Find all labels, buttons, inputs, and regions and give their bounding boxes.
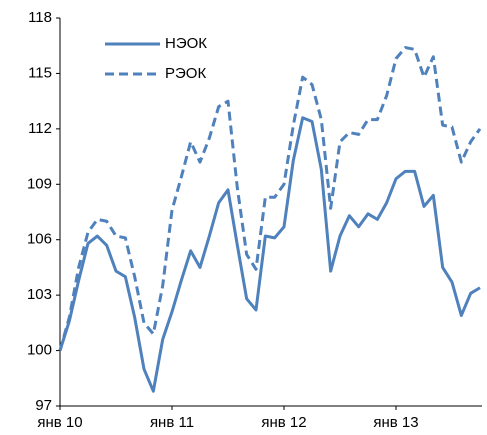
y-tick-label: 103 (27, 286, 52, 303)
y-tick-label: 109 (27, 175, 52, 192)
x-tick-label: янв 13 (373, 414, 418, 431)
series-line (58, 116, 481, 393)
y-tick-label: 118 (28, 9, 52, 26)
y-tick-label: 97 (35, 397, 52, 414)
x-tick-label: янв 12 (261, 414, 306, 431)
y-tick-label: 112 (28, 120, 52, 137)
y-tick-label: 115 (28, 64, 52, 81)
y-tick-label: 106 (27, 231, 52, 248)
legend-label: РЭОК (165, 65, 206, 82)
x-tick-label: янв 11 (150, 414, 194, 431)
y-tick-label: 100 (27, 342, 52, 359)
series-line (58, 46, 482, 351)
legend-label: НЭОК (165, 35, 207, 52)
x-tick-label: янв 10 (37, 414, 82, 431)
